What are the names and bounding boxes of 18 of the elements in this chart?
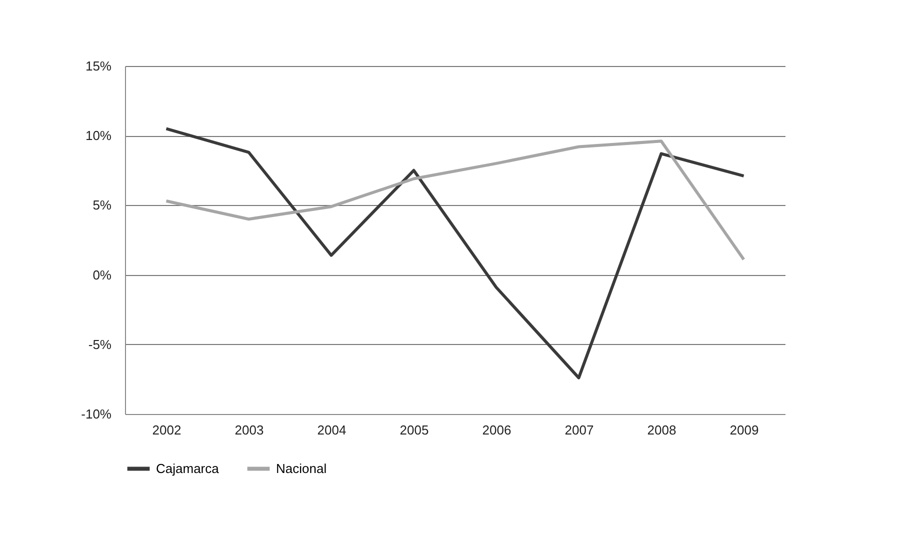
line-series xyxy=(164,127,746,380)
legend-label: Cajamarca xyxy=(156,460,220,476)
y-tick-label: 15% xyxy=(85,58,112,74)
y-tick-label: 10% xyxy=(85,128,112,144)
line-series xyxy=(164,140,746,261)
x-tick-label: 2007 xyxy=(564,422,594,438)
y-tick-label: 5% xyxy=(92,198,112,213)
x-tick-label: 2008 xyxy=(647,422,676,438)
x-tick-label: 2004 xyxy=(317,422,346,438)
x-tick-label: 2009 xyxy=(730,422,759,438)
x-tick-label: 2006 xyxy=(482,422,512,438)
x-tick-label: 2005 xyxy=(400,422,429,438)
x-tick-label: 2002 xyxy=(152,422,182,438)
legend-label: Nacional xyxy=(276,460,327,476)
y-tick-label: -10% xyxy=(81,406,112,422)
x-tick-label: 2003 xyxy=(234,422,264,438)
y-tick-label: -5% xyxy=(88,336,112,352)
y-tick-label: 0% xyxy=(92,267,112,282)
